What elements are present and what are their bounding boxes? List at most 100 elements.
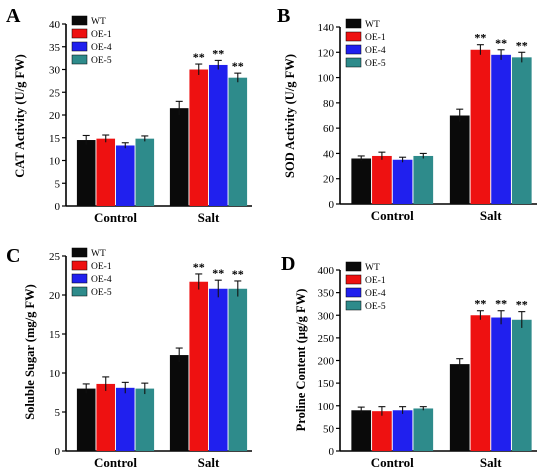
bar-oe-5-control — [413, 408, 434, 451]
legend-swatch-wt — [71, 15, 88, 26]
bar-wt-control — [76, 140, 96, 206]
y-tick-label: 20 — [323, 174, 335, 186]
significance-label: ** — [474, 297, 486, 311]
x-tick-label: Salt — [480, 208, 502, 223]
significance-label: ** — [516, 298, 528, 312]
legend-swatch-oe-1 — [345, 274, 362, 285]
y-tick-label: 40 — [49, 19, 61, 31]
legend-label: WT — [365, 263, 380, 273]
y-tick-label: 0 — [55, 201, 61, 213]
legend-label: OE-5 — [91, 56, 112, 66]
bar-oe-1-control — [96, 383, 116, 451]
bar-wt-control — [351, 158, 372, 204]
bar-oe-4-control — [115, 145, 135, 206]
significance-label: ** — [232, 267, 244, 281]
y-tick-label: 10 — [49, 156, 61, 168]
bar-oe-1-control — [372, 155, 392, 204]
legend-label: WT — [91, 249, 106, 259]
y-tick-label: 20 — [49, 110, 61, 122]
bar-wt-control — [76, 388, 96, 451]
y-axis-title: Soluble Sugar (mg/g FW) — [23, 284, 37, 420]
legend-label: OE-4 — [91, 275, 112, 285]
y-tick-label: 100 — [318, 73, 335, 85]
x-tick-label: Salt — [480, 455, 502, 470]
y-tick-label: 40 — [323, 148, 335, 160]
legend-swatch-oe-5 — [345, 57, 362, 68]
significance-label: ** — [495, 297, 507, 311]
y-axis-title: Proline Content (µg/g FW) — [294, 289, 308, 432]
y-tick-label: 35 — [49, 42, 61, 54]
bar-oe-5-control — [135, 388, 155, 451]
chart-panel-a: A 0 5 10 15 20 25 30 35 40 CAT Activity (U/g FW) Co… — [6, 5, 252, 225]
legend-label: OE-4 — [365, 289, 386, 299]
legend-swatch-oe-5 — [71, 286, 88, 297]
legend-swatch-oe-4 — [71, 273, 88, 284]
significance-label: ** — [516, 38, 528, 52]
y-tick-label: 10 — [49, 368, 61, 380]
bar-oe-1-control — [96, 138, 116, 206]
legend-swatch-oe-5 — [71, 54, 88, 65]
y-tick-label: 5 — [55, 178, 61, 190]
y-tick-label: 50 — [323, 423, 335, 435]
significance-label: ** — [232, 59, 244, 73]
y-tick-label: 250 — [318, 333, 335, 345]
y-tick-label: 120 — [318, 47, 335, 59]
chart-panel-b: B 0 20 40 60 80 100 120 140 SOD Activity (U/g FW)… — [277, 5, 537, 223]
legend-swatch-wt — [345, 261, 362, 272]
legend-label: OE-5 — [365, 59, 386, 69]
significance-label: ** — [495, 36, 507, 50]
legend-label: OE-4 — [91, 43, 112, 53]
bar-oe-4-control — [115, 387, 135, 451]
chart-panel-d: D 0 50 100 150 200 250 300 350 400 Proline Content… — [281, 253, 537, 470]
bar-oe-1-salt — [470, 315, 491, 451]
y-tick-label: 350 — [318, 288, 335, 300]
legend-label: OE-1 — [365, 276, 386, 286]
bar-wt-salt — [449, 364, 470, 451]
y-tick-label: 140 — [318, 22, 335, 34]
bar-wt-control — [351, 410, 372, 451]
legend-label: WT — [91, 17, 106, 27]
panel-letter: C — [6, 245, 20, 267]
y-tick-label: 15 — [49, 329, 61, 341]
significance-label: ** — [474, 31, 486, 45]
legend-swatch-wt — [71, 247, 88, 258]
panel-letter: A — [6, 5, 21, 27]
y-tick-label: 300 — [318, 310, 335, 322]
bar-oe-5-control — [135, 138, 155, 206]
x-tick-label: Salt — [198, 455, 220, 470]
legend-swatch-oe-4 — [345, 44, 362, 55]
legend-swatch-oe-1 — [71, 260, 88, 271]
bar-oe-5-salt — [228, 288, 248, 451]
chart-panel-c: C 0 5 10 15 20 25 Soluble Sugar (mg/g FW) Contro… — [6, 245, 252, 470]
panel-letter: B — [277, 5, 290, 27]
legend-swatch-oe-4 — [345, 287, 362, 298]
y-tick-label: 150 — [318, 378, 335, 390]
x-tick-label: Salt — [198, 210, 220, 225]
legend-label: OE-1 — [91, 30, 112, 40]
bar-oe-1-control — [372, 411, 392, 451]
bar-wt-salt — [169, 355, 189, 451]
bar-oe-5-control — [413, 155, 434, 204]
bar-oe-4-salt — [491, 54, 511, 204]
legend-label: OE-5 — [365, 302, 386, 312]
y-tick-label: 0 — [55, 446, 61, 458]
panel-letter: D — [281, 253, 295, 275]
y-tick-label: 0 — [329, 199, 335, 211]
bar-oe-4-control — [392, 410, 413, 451]
legend-label: OE-5 — [91, 288, 112, 298]
legend-swatch-wt — [345, 18, 362, 29]
y-tick-label: 25 — [49, 251, 61, 263]
y-tick-label: 80 — [323, 98, 335, 110]
bar-oe-4-salt — [208, 288, 228, 451]
legend-label: WT — [365, 20, 380, 30]
x-tick-label: Control — [94, 455, 137, 470]
legend-swatch-oe-1 — [345, 31, 362, 42]
bar-oe-5-salt — [228, 77, 248, 206]
significance-label: ** — [212, 266, 224, 280]
bar-oe-5-salt — [511, 57, 532, 204]
x-tick-label: Control — [94, 210, 137, 225]
legend-swatch-oe-5 — [345, 300, 362, 311]
x-tick-label: Control — [371, 455, 414, 470]
significance-label: ** — [193, 260, 205, 274]
